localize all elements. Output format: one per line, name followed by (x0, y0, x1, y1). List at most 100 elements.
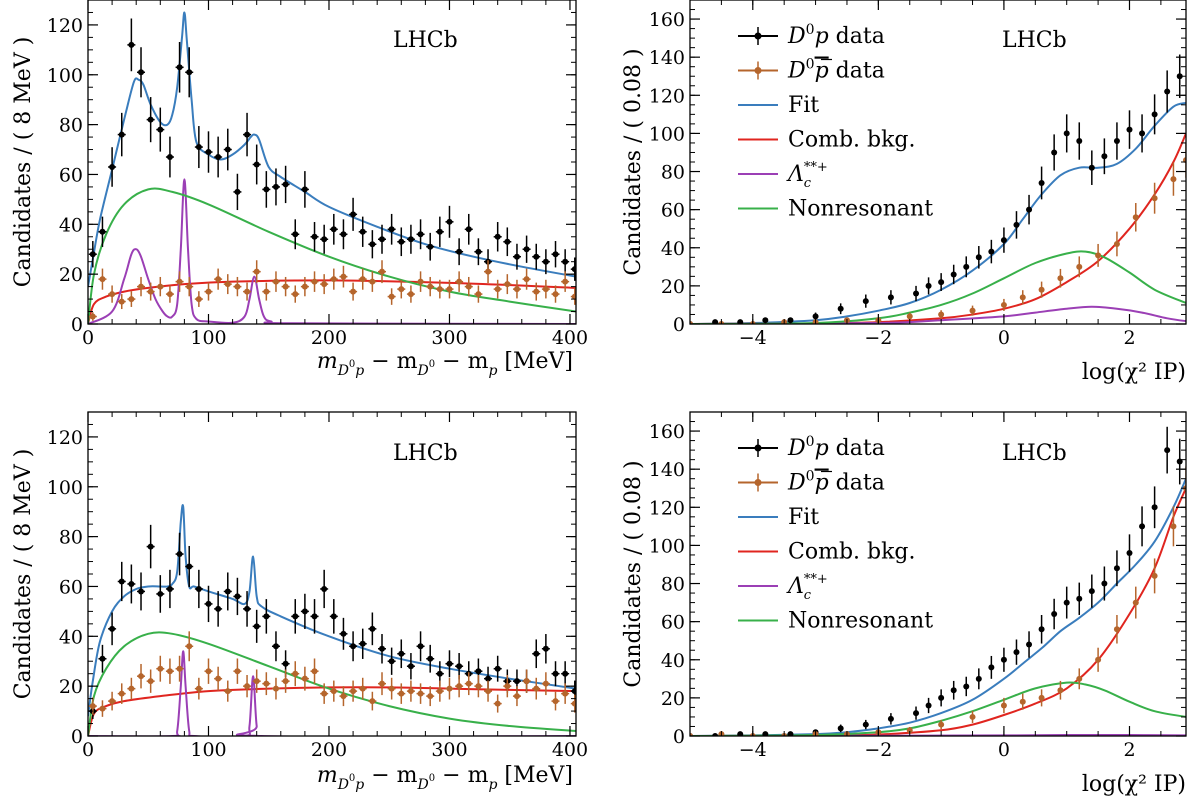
marker (906, 313, 913, 320)
data-point-dp (455, 653, 464, 680)
marker (1000, 301, 1007, 308)
marker (195, 585, 202, 592)
marker (379, 236, 386, 243)
marker (224, 281, 231, 288)
data-point-dp (1000, 647, 1007, 672)
data-point-dp (561, 249, 570, 275)
legend-entry-lam: Λ**+ c (738, 572, 828, 603)
marker (533, 288, 540, 295)
marker (787, 317, 794, 324)
data-point-dpbar (243, 675, 252, 698)
marker (166, 154, 173, 161)
data-point-dpbar (214, 666, 223, 691)
data-point-dpbar (532, 282, 541, 301)
data-point-dp (493, 222, 502, 252)
marker (118, 298, 125, 305)
marker (138, 673, 145, 680)
marker (533, 650, 540, 657)
legend-entry-nonres: Nonresonant (738, 609, 933, 634)
series-group (88, 504, 576, 736)
data-point-dp (310, 599, 319, 634)
marker (1038, 694, 1045, 701)
x-tick-label: 300 (431, 327, 467, 349)
marker (118, 578, 125, 585)
data-point-dpbar (310, 658, 319, 684)
data-point-dpbar (204, 658, 213, 684)
data-point-dp (512, 243, 521, 270)
data-point-dp (862, 294, 869, 308)
legend-swatch-marker (754, 479, 762, 486)
data-point-dpbar (484, 680, 493, 702)
marker (1057, 275, 1064, 282)
axis-ticks: 0 100 200 300 400 0 20 40 60 80 100 120 (47, 411, 588, 761)
y-tick-label: 20 (661, 688, 685, 710)
data-point-dp (1088, 150, 1095, 185)
data-point-dp (1113, 550, 1120, 587)
marker (938, 279, 945, 286)
marker (282, 283, 289, 290)
y-tick-label: 120 (649, 85, 685, 107)
data-point-dp (474, 238, 483, 266)
marker (465, 283, 472, 290)
data-point-dp (127, 564, 136, 604)
marker (562, 278, 569, 285)
data-point-dp (194, 126, 203, 169)
data-point-dp (406, 653, 415, 680)
data-point-dp (358, 628, 367, 659)
data-point-dp (175, 532, 184, 576)
y-tick-label: 60 (59, 164, 83, 186)
data-point-dp (1126, 534, 1133, 572)
marker (128, 685, 135, 692)
data-point-dp (117, 561, 126, 602)
data-point-dp (551, 241, 560, 268)
data-point-dp (214, 591, 223, 627)
marker (379, 680, 386, 687)
data-point-dpbar (98, 700, 107, 717)
marker (234, 668, 241, 675)
legend-entry-fit: Fit (738, 93, 819, 118)
marker (147, 678, 154, 685)
marker (465, 680, 472, 687)
data-point-dp (1076, 122, 1083, 160)
marker (234, 283, 241, 290)
data-point-dpbar (474, 285, 483, 303)
curve-comb-bkg- (88, 279, 576, 324)
marker (1063, 599, 1070, 606)
data-point-dpbar (185, 276, 194, 297)
data-point-dpbar (252, 260, 261, 284)
marker (99, 705, 106, 712)
legend-label: D0p data (787, 57, 885, 84)
marker (762, 317, 769, 324)
data-point-dpbar (271, 271, 280, 292)
data-point-dpbar (146, 282, 155, 301)
x-tick-label: 0 (998, 739, 1010, 761)
x-tick-label: 0 (82, 739, 94, 761)
marker (195, 685, 202, 692)
marker (513, 286, 520, 293)
marker (969, 307, 976, 314)
lhcb-label: LHCb (393, 28, 458, 53)
marker (542, 258, 549, 265)
marker (938, 694, 945, 701)
marker (176, 278, 183, 285)
marker (234, 593, 241, 600)
y-tick-label: 120 (47, 427, 83, 449)
marker (1076, 675, 1083, 682)
marker (571, 266, 576, 273)
marker (485, 675, 492, 682)
marker (398, 650, 405, 657)
marker (427, 243, 434, 250)
marker (321, 690, 328, 697)
marker (109, 698, 116, 705)
y-tick-label: 140 (649, 459, 685, 481)
marker (369, 278, 376, 285)
data-point-dp (963, 676, 970, 697)
data-point-dp (1051, 598, 1058, 630)
x-axis-label: mD0p − mD0 − mp [MeV] (317, 349, 573, 379)
data-point-dpbar (300, 666, 309, 691)
data-point-dpbar (1151, 182, 1158, 214)
data-point-dpbar (1132, 586, 1139, 619)
data-point-dp (378, 224, 387, 254)
